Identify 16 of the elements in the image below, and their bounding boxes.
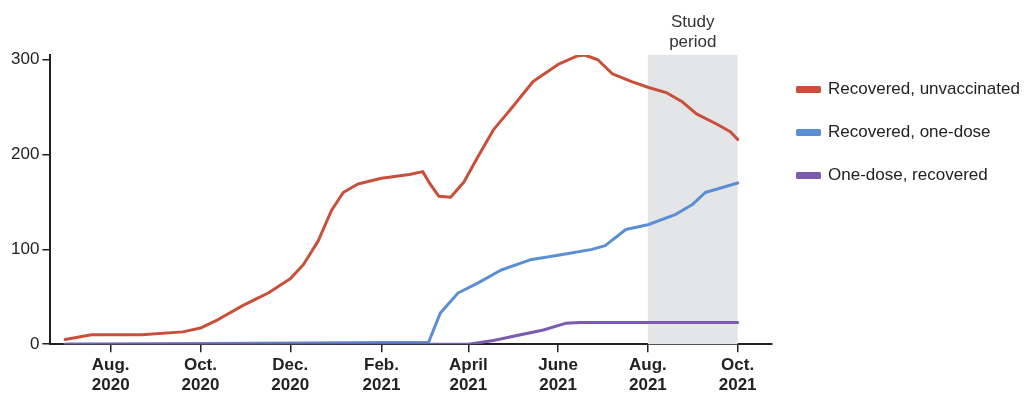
x-tick-label: June 2021 [538,355,578,395]
legend-label: One-dose, recovered [828,165,988,185]
x-tick-label: Aug. 2020 [91,355,130,395]
y-tick-label: 100 [10,239,40,259]
x-tick-label: Aug. 2021 [628,355,667,395]
y-tick-label: 0 [29,333,40,353]
x-tick-label: Feb. 2021 [362,355,401,395]
legend-label: Recovered, one-dose [828,122,991,142]
x-tick-label: Oct. 2021 [718,355,757,395]
x-tick-label: April 2021 [448,355,488,395]
legend-label: Recovered, unvaccinated [828,79,1020,99]
y-tick-label: 300 [10,49,40,69]
x-tick-label: Oct. 2020 [181,355,220,395]
band-label: Study period [669,12,717,52]
x-tick-label: Dec. 2020 [271,355,310,395]
y-tick-label: 200 [10,144,40,164]
